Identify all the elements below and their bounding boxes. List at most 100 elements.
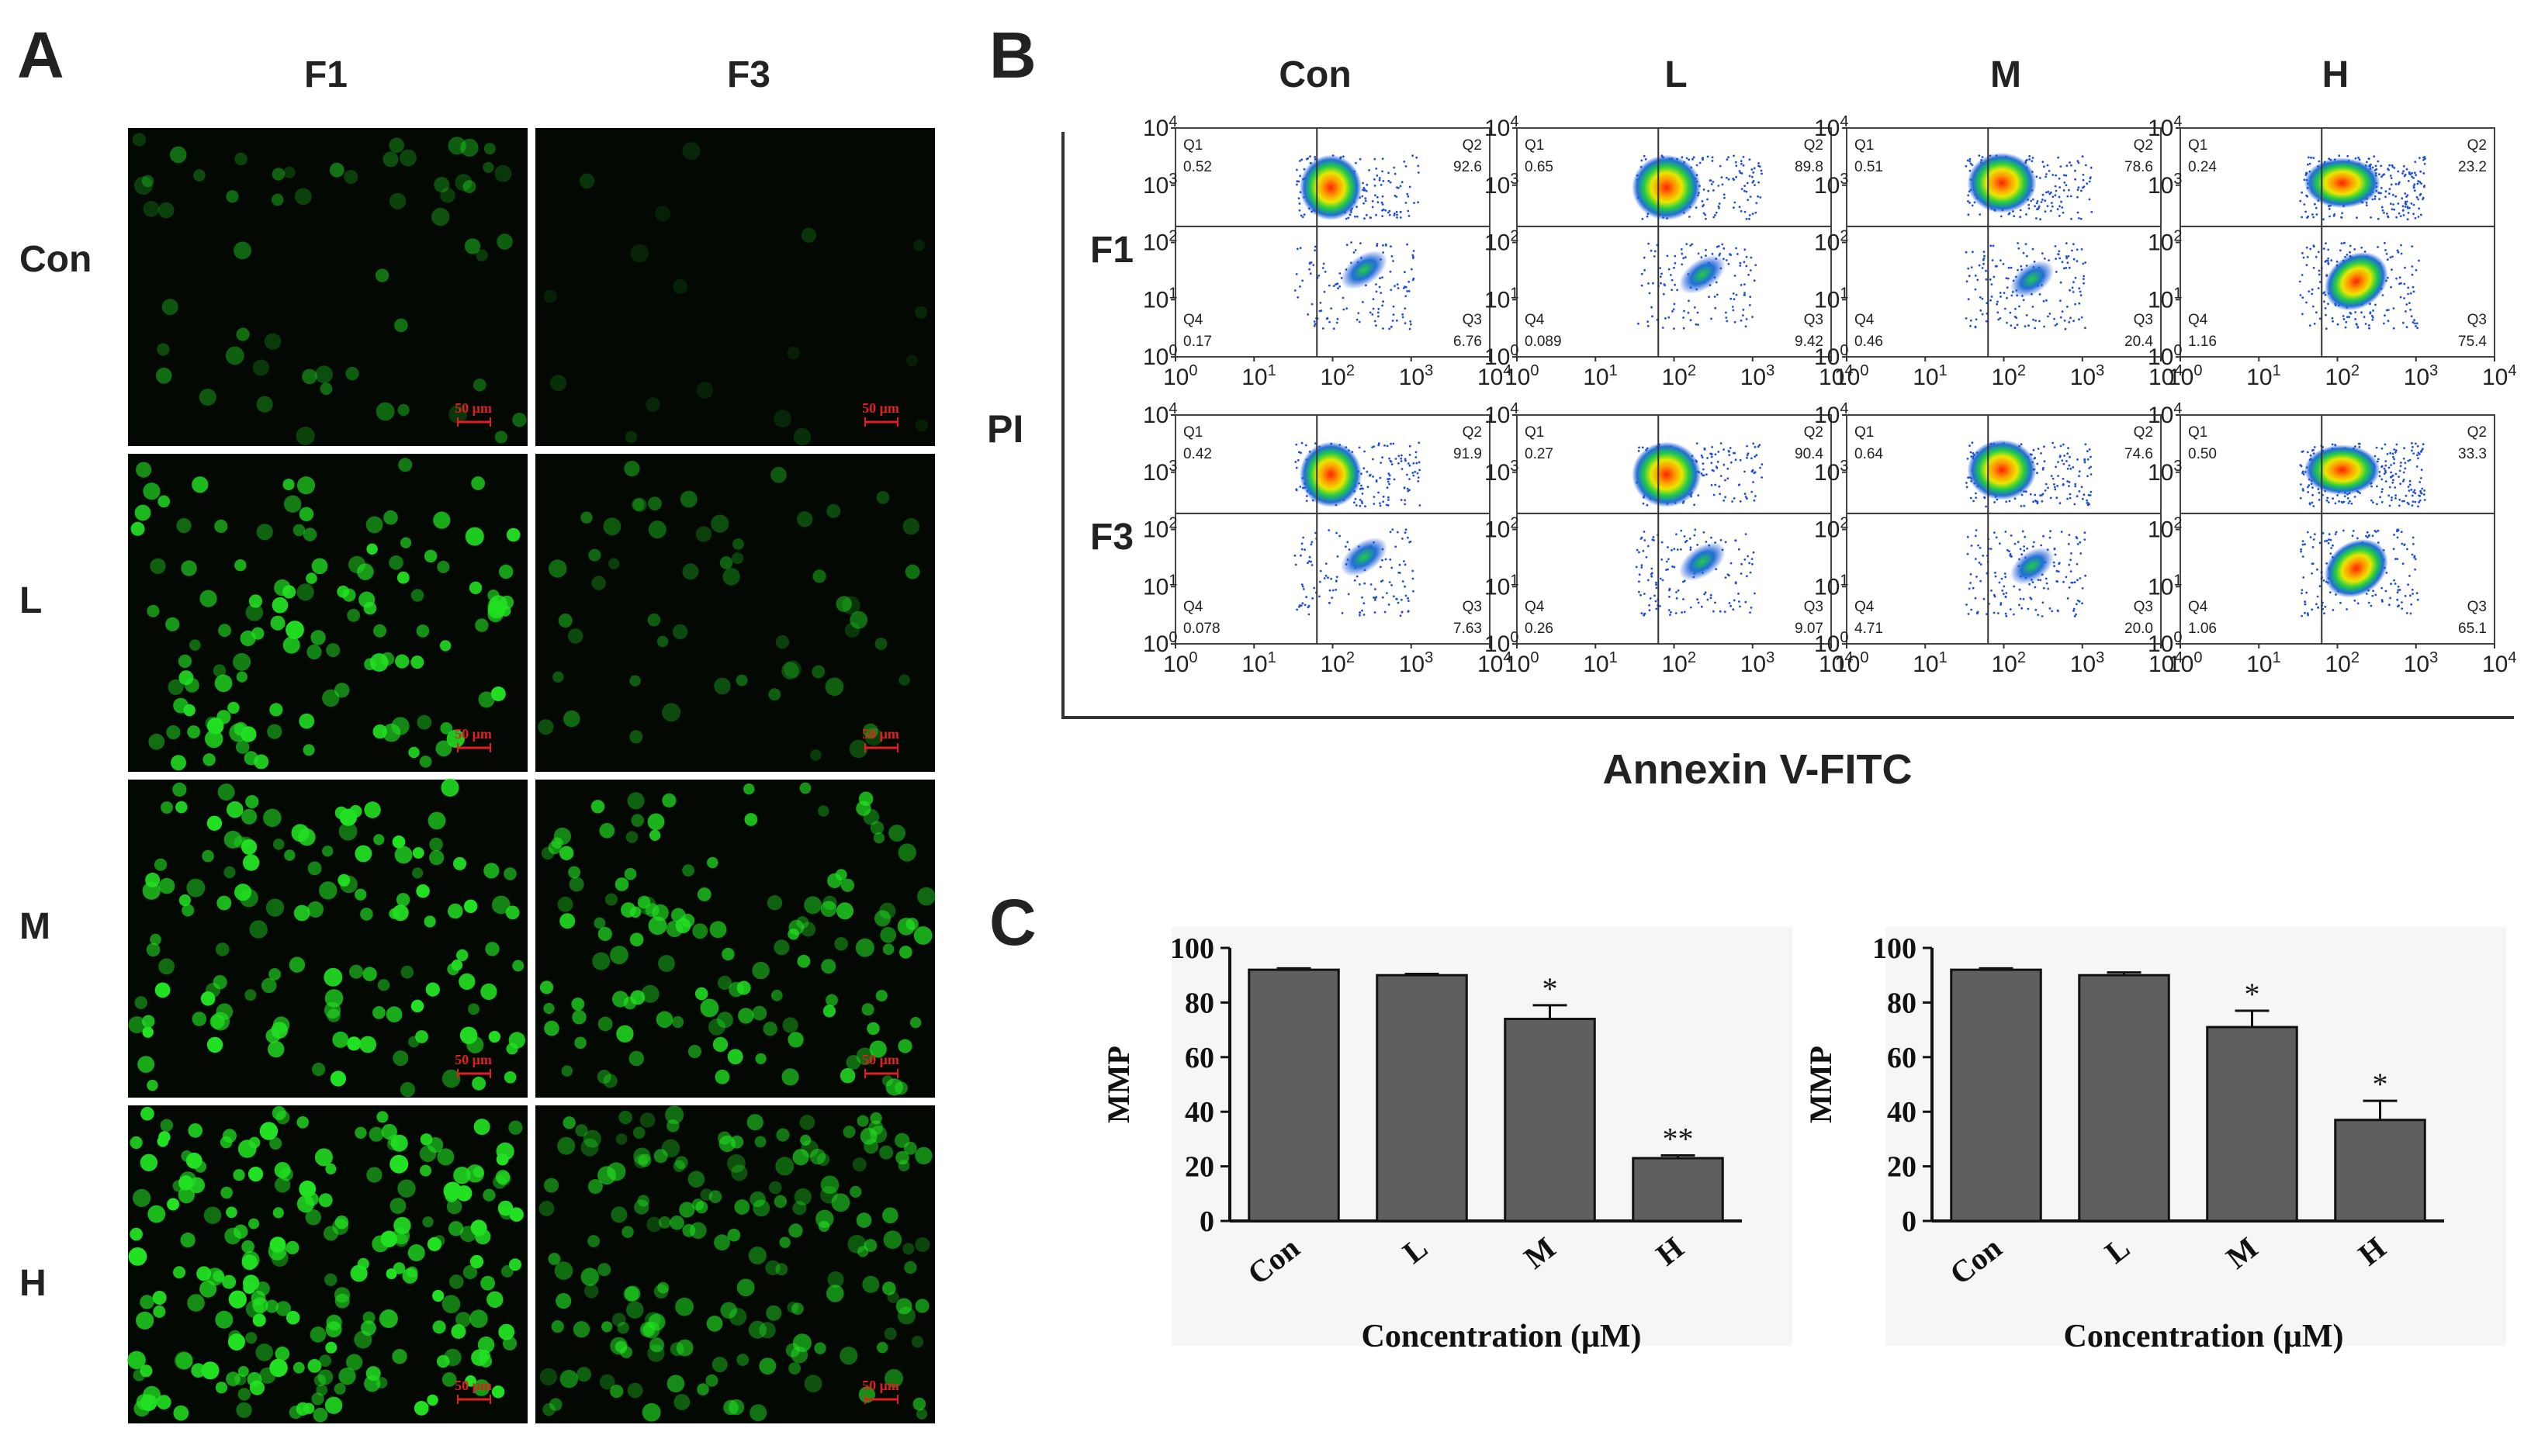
event-dot — [2366, 161, 2368, 164]
cell — [539, 980, 554, 994]
event-dot — [1380, 292, 1383, 294]
cell — [348, 555, 366, 574]
x-tick-label: 103 — [1399, 362, 1434, 390]
event-dot — [1372, 307, 1375, 310]
event-dot — [2343, 495, 2346, 498]
cell — [809, 1148, 826, 1165]
y-tick-label: 104 — [1814, 113, 1849, 141]
event-dot — [1655, 583, 1657, 586]
event-dot — [2044, 199, 2047, 202]
event-dot — [2423, 489, 2426, 492]
event-dot — [2305, 264, 2308, 267]
q1-label: Q1 — [1183, 424, 1203, 441]
event-dot — [2049, 496, 2052, 500]
event-dot — [2391, 208, 2394, 211]
event-dot — [2394, 195, 2398, 198]
event-dot — [2059, 281, 2062, 284]
event-dot — [2374, 303, 2377, 306]
event-dot — [2018, 305, 2020, 308]
event-dot — [2054, 488, 2057, 491]
event-dot — [1404, 271, 1406, 274]
event-dot — [1396, 531, 1399, 534]
event-dot — [1738, 206, 1741, 209]
event-dot — [2017, 268, 2020, 271]
event-dot — [2348, 316, 2351, 319]
cell — [222, 1274, 237, 1289]
event-dot — [1970, 266, 1973, 269]
event-dot — [1981, 313, 1984, 316]
cell — [753, 1199, 770, 1217]
y-tick-label: 100 — [1814, 629, 1849, 657]
event-dot — [1665, 560, 1668, 563]
event-dot — [2400, 282, 2402, 285]
event-dot — [1404, 563, 1407, 566]
cell — [360, 908, 373, 921]
event-dot — [2019, 548, 2022, 551]
cell — [775, 1263, 788, 1276]
significance-marker: * — [2373, 1067, 2388, 1102]
event-dot — [1393, 595, 1395, 598]
event-dot — [2397, 251, 2400, 254]
cell — [553, 827, 572, 846]
event-dot — [2045, 482, 2048, 486]
cell — [255, 1281, 270, 1296]
event-dot — [1975, 318, 1978, 321]
event-dot — [2324, 307, 2327, 310]
event-dot — [1376, 201, 1380, 204]
cell — [911, 1336, 924, 1348]
q2-label: Q2 — [2134, 424, 2153, 441]
event-dot — [2384, 590, 2387, 593]
cell — [708, 1190, 722, 1203]
cell — [265, 898, 285, 917]
event-dot — [1740, 562, 1743, 565]
cell — [412, 867, 424, 879]
cell — [471, 476, 485, 490]
event-dot — [2027, 207, 2031, 209]
event-dot — [1374, 194, 1376, 197]
event-dot — [2008, 550, 2010, 552]
event-dot — [2059, 165, 2062, 168]
event-dot — [1674, 283, 1677, 286]
event-dot — [2389, 202, 2392, 205]
cell — [315, 365, 333, 384]
event-dot — [2413, 556, 2415, 559]
event-dot — [1361, 195, 1364, 198]
event-dot — [2394, 486, 2397, 489]
cell — [487, 600, 506, 619]
event-dot — [2407, 583, 2410, 586]
event-dot — [2412, 186, 2415, 189]
cell — [667, 1375, 685, 1392]
event-dot — [1297, 247, 1299, 251]
event-dot — [2062, 174, 2065, 177]
event-dot — [1408, 464, 1411, 467]
cell — [373, 624, 386, 638]
cell — [400, 149, 417, 167]
event-dot — [1719, 164, 1722, 168]
cell — [294, 188, 312, 206]
cell — [217, 783, 235, 801]
event-dot — [1712, 189, 1715, 192]
event-dot — [1299, 175, 1301, 178]
event-dot — [1414, 456, 1418, 458]
x-tick-label: 102 — [1321, 362, 1356, 390]
event-dot — [1417, 476, 1420, 479]
event-dot — [1661, 327, 1664, 329]
cell — [815, 1209, 834, 1229]
cell — [603, 517, 621, 536]
event-dot — [1979, 563, 1982, 565]
event-dot — [1382, 180, 1385, 182]
cell — [827, 1271, 844, 1288]
cell — [188, 1123, 203, 1138]
event-dot — [2391, 194, 2394, 196]
cell — [310, 630, 326, 645]
event-dot — [1391, 320, 1394, 322]
event-dot — [1365, 189, 1368, 192]
event-dot — [2017, 242, 2020, 244]
event-dot — [1754, 184, 1756, 187]
event-dot — [2086, 450, 2089, 453]
event-dot — [2004, 596, 2007, 598]
q2-label: Q2 — [2467, 137, 2487, 154]
cell — [166, 725, 181, 740]
event-dot — [1996, 300, 1999, 303]
